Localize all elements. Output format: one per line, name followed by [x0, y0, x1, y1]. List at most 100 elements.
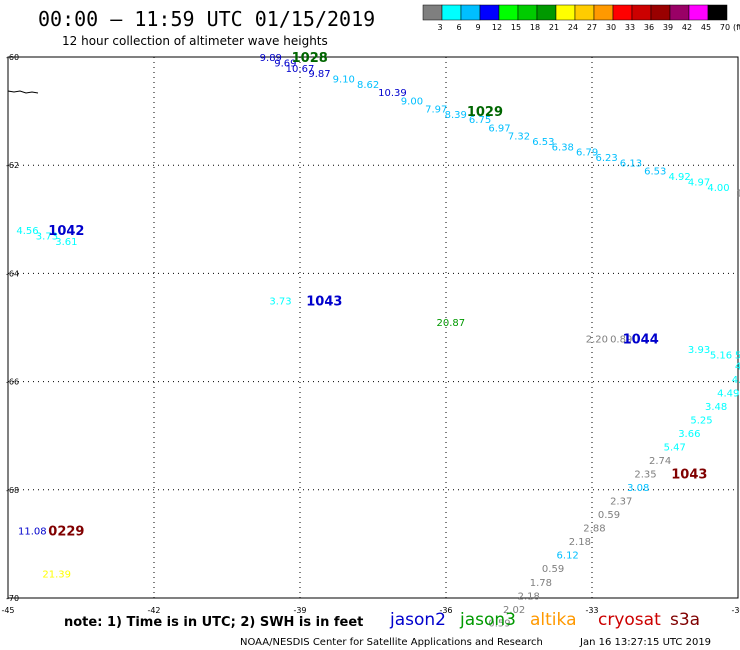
colorbar-swatch: [631, 4, 652, 21]
colorbar-level: 21: [549, 23, 559, 32]
wave-height-point: 6.13: [620, 158, 642, 169]
y-tick-label: -60: [6, 53, 19, 62]
x-tick-label: -36: [439, 606, 452, 615]
y-tick-label: -70: [6, 594, 19, 603]
x-tick-label: -42: [147, 606, 160, 615]
wave-height-point: 3.48: [705, 402, 727, 413]
coastline-mark: [7, 90, 39, 94]
wave-height-point: 0.59: [542, 564, 564, 575]
wave-height-point: 9.69: [274, 58, 296, 69]
colorbar-swatch: [574, 4, 595, 21]
satellite-legend: jason2 jason3 altika cryosat s3a: [389, 610, 700, 630]
pass-time-label: 1043: [671, 468, 707, 483]
y-tick-label: -66: [6, 378, 19, 387]
pass-time-label: 1044: [623, 332, 659, 347]
wave-height-point: 7.32: [508, 131, 530, 142]
wave-height-point: 2.88: [583, 524, 605, 535]
wave-height-point: 4.49: [732, 375, 740, 386]
plot-frame: [7, 56, 739, 599]
wave-height-point: 3.61: [55, 237, 77, 248]
grid: [7, 56, 739, 599]
colorbar-swatch: [517, 4, 538, 21]
wave-height-point: 6.97: [488, 123, 510, 134]
y-tick-label: -68: [6, 486, 19, 495]
pass-time-label: 1042: [48, 224, 84, 239]
colorbar-swatch: [707, 4, 728, 21]
wave-height-point: 4.00: [707, 183, 729, 194]
wave-height-point: 5.47: [664, 443, 686, 454]
wave-height-point: 6.12: [557, 551, 579, 562]
pass-time-label: 1029: [467, 105, 503, 120]
wave-height-point: 1.63: [737, 188, 740, 199]
colorbar-level: 45: [701, 23, 711, 32]
colorbar-level: 33: [625, 23, 635, 32]
colorbar-swatch: [536, 4, 557, 21]
wave-height-point: 6.79: [576, 148, 598, 159]
wave-height-point: 5.16: [710, 351, 732, 362]
colorbar-level: 24: [568, 23, 578, 32]
colorbar-swatch: [650, 4, 671, 21]
wave-height-point: 3.93: [688, 345, 710, 356]
colorbar-level: 15: [511, 23, 521, 32]
colorbar-swatch: [593, 4, 614, 21]
legend-jason2: jason2: [389, 610, 446, 630]
wave-height-point: 2.74: [649, 456, 671, 467]
wave-height-point: 2.02: [503, 605, 525, 616]
wave-height-point: 2.37: [610, 497, 632, 508]
colorbar-level: 39: [663, 23, 673, 32]
pass-time-label: 1028: [292, 51, 328, 66]
colorbar-swatch: [460, 4, 481, 21]
axis-ticks: -45 -42 -39 -36 -33 -30 -60 -62 -64 -66 -68 -70: [1, 53, 740, 615]
colorbar-level: 12: [492, 23, 502, 32]
wave-height-point: 20.87: [437, 318, 466, 329]
wave-height-point: 4.92: [668, 172, 690, 183]
wave-height-point: 10.67: [286, 64, 315, 75]
wave-height-point: 0.59: [598, 510, 620, 521]
wave-height-point: 8.62: [357, 80, 379, 91]
legend-jason3: jason3: [459, 610, 516, 630]
wave-height-point: 6.23: [595, 153, 617, 164]
y-tick-label: -62: [6, 161, 19, 170]
colorbar-swatch: [479, 4, 500, 21]
pass-time-label: 0229: [48, 524, 84, 539]
wave-height-point: 2.35: [634, 470, 656, 481]
wave-height-point: 2.18: [518, 591, 540, 602]
pass-labels: 1028 1029 1042 1043 1044 1043 0229: [48, 51, 707, 539]
colorbar-level: 9: [475, 23, 480, 32]
wave-height-point: 3.08: [627, 483, 649, 494]
chart-title: 00:00 – 11:59 UTC 01/15/2019: [38, 7, 375, 31]
wave-height-point: 4.97: [688, 177, 710, 188]
pass-time-label: 1043: [306, 294, 342, 309]
wave-height-point: 0.89: [610, 334, 632, 345]
colorbar-swatch: [688, 4, 709, 21]
wave-height-point: 10.39: [378, 88, 407, 99]
wave-height-point: 2.20: [586, 334, 608, 345]
wave-height-point: 4.7: [735, 361, 740, 372]
y-tick-label: -64: [6, 269, 19, 278]
wave-height-point: 4.56: [16, 226, 38, 237]
x-tick-label: -39: [293, 606, 306, 615]
wave-height-point: 9.89: [260, 53, 282, 64]
colorbar-level: 42: [682, 23, 692, 32]
colorbar-level: 3: [437, 23, 442, 32]
colorbar-swatch: [441, 4, 462, 21]
wave-height-point: 1.78: [530, 578, 552, 589]
wave-height-point: 2.18: [569, 537, 591, 548]
colorbar-swatch: [498, 4, 519, 21]
x-tick-label: -30: [731, 606, 740, 615]
wave-height-point: 9.87: [308, 69, 330, 80]
colorbar-level: 27: [587, 23, 597, 32]
wave-height-point: 7.97: [425, 104, 447, 115]
footer-note: note: 1) Time is in UTC; 2) SWH is in fe…: [64, 615, 363, 630]
colorbar-level: 30: [606, 23, 616, 32]
colorbar-level: 70: [720, 23, 730, 32]
x-tick-label: -33: [585, 606, 598, 615]
legend-cryosat: cryosat: [598, 610, 661, 630]
wave-height-point: 6.38: [552, 142, 574, 153]
wave-height-point: 0.59: [488, 618, 510, 629]
wave-height-point: 5.25: [690, 415, 712, 426]
wave-height-point: 4.49: [717, 388, 739, 399]
wave-height-point: 6.53: [532, 137, 554, 148]
